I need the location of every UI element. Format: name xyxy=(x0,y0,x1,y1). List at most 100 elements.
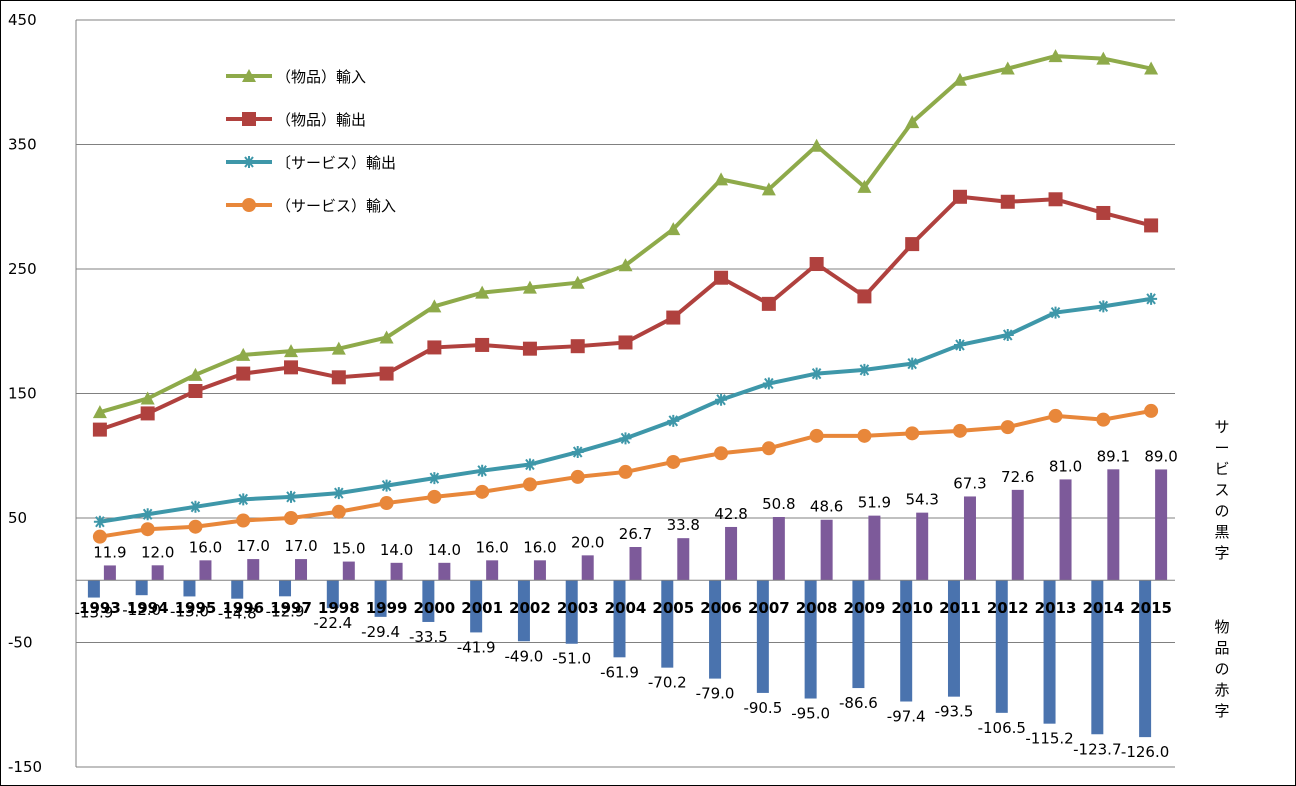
surplus-data-label: 16.0 xyxy=(475,538,508,556)
deficit-data-label: -61.9 xyxy=(600,663,639,681)
deficit-data-label: -123.7 xyxy=(1073,740,1121,758)
data-point xyxy=(618,464,633,479)
data-point xyxy=(475,285,490,299)
deficit-data-label: -126.0 xyxy=(1121,743,1169,761)
data-point xyxy=(427,489,442,504)
data-point xyxy=(522,341,537,356)
surplus-bar xyxy=(1107,469,1120,581)
bar-data-labels: 11.9 12.0 16.0 17.0 17.0 15.0 14.0 14.0 16.0 16.0… xyxy=(74,447,1177,761)
data-point xyxy=(810,367,823,380)
data-point xyxy=(714,270,729,285)
surplus-bar xyxy=(199,560,212,581)
data-point xyxy=(905,426,920,441)
deficit-bar xyxy=(756,580,769,693)
data-point xyxy=(714,446,729,461)
category-label: 2003 xyxy=(557,599,599,617)
data-point xyxy=(284,511,299,525)
y-axis-tick-labels: -150 -50 50 150 250 350 450 xyxy=(8,11,42,776)
surplus-bar xyxy=(438,562,451,581)
data-point xyxy=(331,370,346,385)
data-point xyxy=(1048,49,1063,63)
surplus-data-label: 72.6 xyxy=(1001,468,1034,486)
deficit-bar xyxy=(374,580,387,617)
data-point xyxy=(905,237,920,252)
deficit-bar xyxy=(852,580,865,689)
deficit-data-label: -115.2 xyxy=(1025,730,1073,748)
category-label: 2000 xyxy=(413,599,455,617)
legend-swatch-marker xyxy=(243,156,255,168)
data-point xyxy=(92,422,107,437)
data-point xyxy=(570,339,585,354)
data-point xyxy=(570,469,585,484)
surplus-bar xyxy=(486,560,499,581)
legend-label: （物品）輸入 xyxy=(276,68,366,86)
data-point xyxy=(952,72,967,86)
deficit-bar xyxy=(661,580,674,668)
deficit-data-label: -97.4 xyxy=(887,708,926,726)
side-label-char: 字 xyxy=(1214,702,1229,720)
data-point xyxy=(284,360,299,375)
data-point xyxy=(570,275,585,289)
surplus-data-label: 16.0 xyxy=(523,538,556,556)
surplus-data-label: 17.0 xyxy=(237,537,270,555)
bars xyxy=(87,469,1168,738)
y-tick-label: 350 xyxy=(8,136,37,154)
data-point xyxy=(188,384,203,399)
data-point xyxy=(1000,61,1015,75)
data-point xyxy=(762,377,775,390)
data-point xyxy=(1048,408,1063,423)
legend-swatch-marker xyxy=(242,198,256,212)
deficit-data-label: -14.8 xyxy=(218,605,257,623)
surplus-data-label: 15.0 xyxy=(332,540,365,558)
data-point xyxy=(236,513,251,528)
deficit-data-label: -90.5 xyxy=(743,699,782,717)
surplus-data-label: 20.0 xyxy=(571,533,604,551)
surplus-bar xyxy=(533,560,546,581)
data-point xyxy=(715,393,728,406)
y-tick-label: 50 xyxy=(8,509,27,527)
category-label: 2004 xyxy=(605,599,647,617)
deficit-data-label: -12.0 xyxy=(122,601,161,619)
series-lines xyxy=(92,49,1159,544)
category-label: 2005 xyxy=(652,599,694,617)
deficit-bar xyxy=(1139,580,1152,738)
category-label: 2011 xyxy=(939,599,981,617)
category-label: 2002 xyxy=(509,599,551,617)
deficit-bar xyxy=(709,580,722,679)
surplus-data-label: 48.6 xyxy=(810,498,843,516)
data-point xyxy=(1097,300,1110,313)
deficit-bar xyxy=(326,580,339,609)
surplus-data-label: 14.0 xyxy=(380,541,413,559)
data-point xyxy=(571,446,584,459)
surplus-bar xyxy=(151,565,164,581)
deficit-data-label: -93.5 xyxy=(935,703,974,721)
data-point xyxy=(1000,420,1015,435)
side-label-char: サ xyxy=(1214,418,1229,436)
deficit-bar xyxy=(995,580,1008,713)
data-point xyxy=(1049,306,1062,319)
data-point xyxy=(905,115,920,129)
data-point xyxy=(140,391,155,405)
side-label-char: 字 xyxy=(1214,544,1229,562)
data-point xyxy=(761,296,776,311)
data-point xyxy=(618,258,633,272)
data-point xyxy=(427,340,442,355)
surplus-bar xyxy=(581,555,594,581)
deficit-data-label: -106.5 xyxy=(978,719,1026,737)
data-point xyxy=(952,189,967,204)
y-tick-label: 250 xyxy=(8,260,37,278)
deficit-data-label: -12.9 xyxy=(266,602,305,620)
data-point xyxy=(1096,412,1111,427)
data-point xyxy=(379,496,394,511)
surplus-bar xyxy=(1155,469,1168,581)
surplus-data-label: 50.8 xyxy=(762,495,795,513)
surplus-bar xyxy=(103,565,116,581)
surplus-data-label: 67.3 xyxy=(953,474,986,492)
data-point xyxy=(140,522,155,537)
category-label: 1994 xyxy=(127,599,169,617)
side-label-char: 黒 xyxy=(1214,523,1229,541)
surplus-bar xyxy=(342,561,355,581)
deficit-bar xyxy=(231,580,244,599)
side-label-char: 物 xyxy=(1214,618,1229,636)
category-label: 1999 xyxy=(366,599,408,617)
